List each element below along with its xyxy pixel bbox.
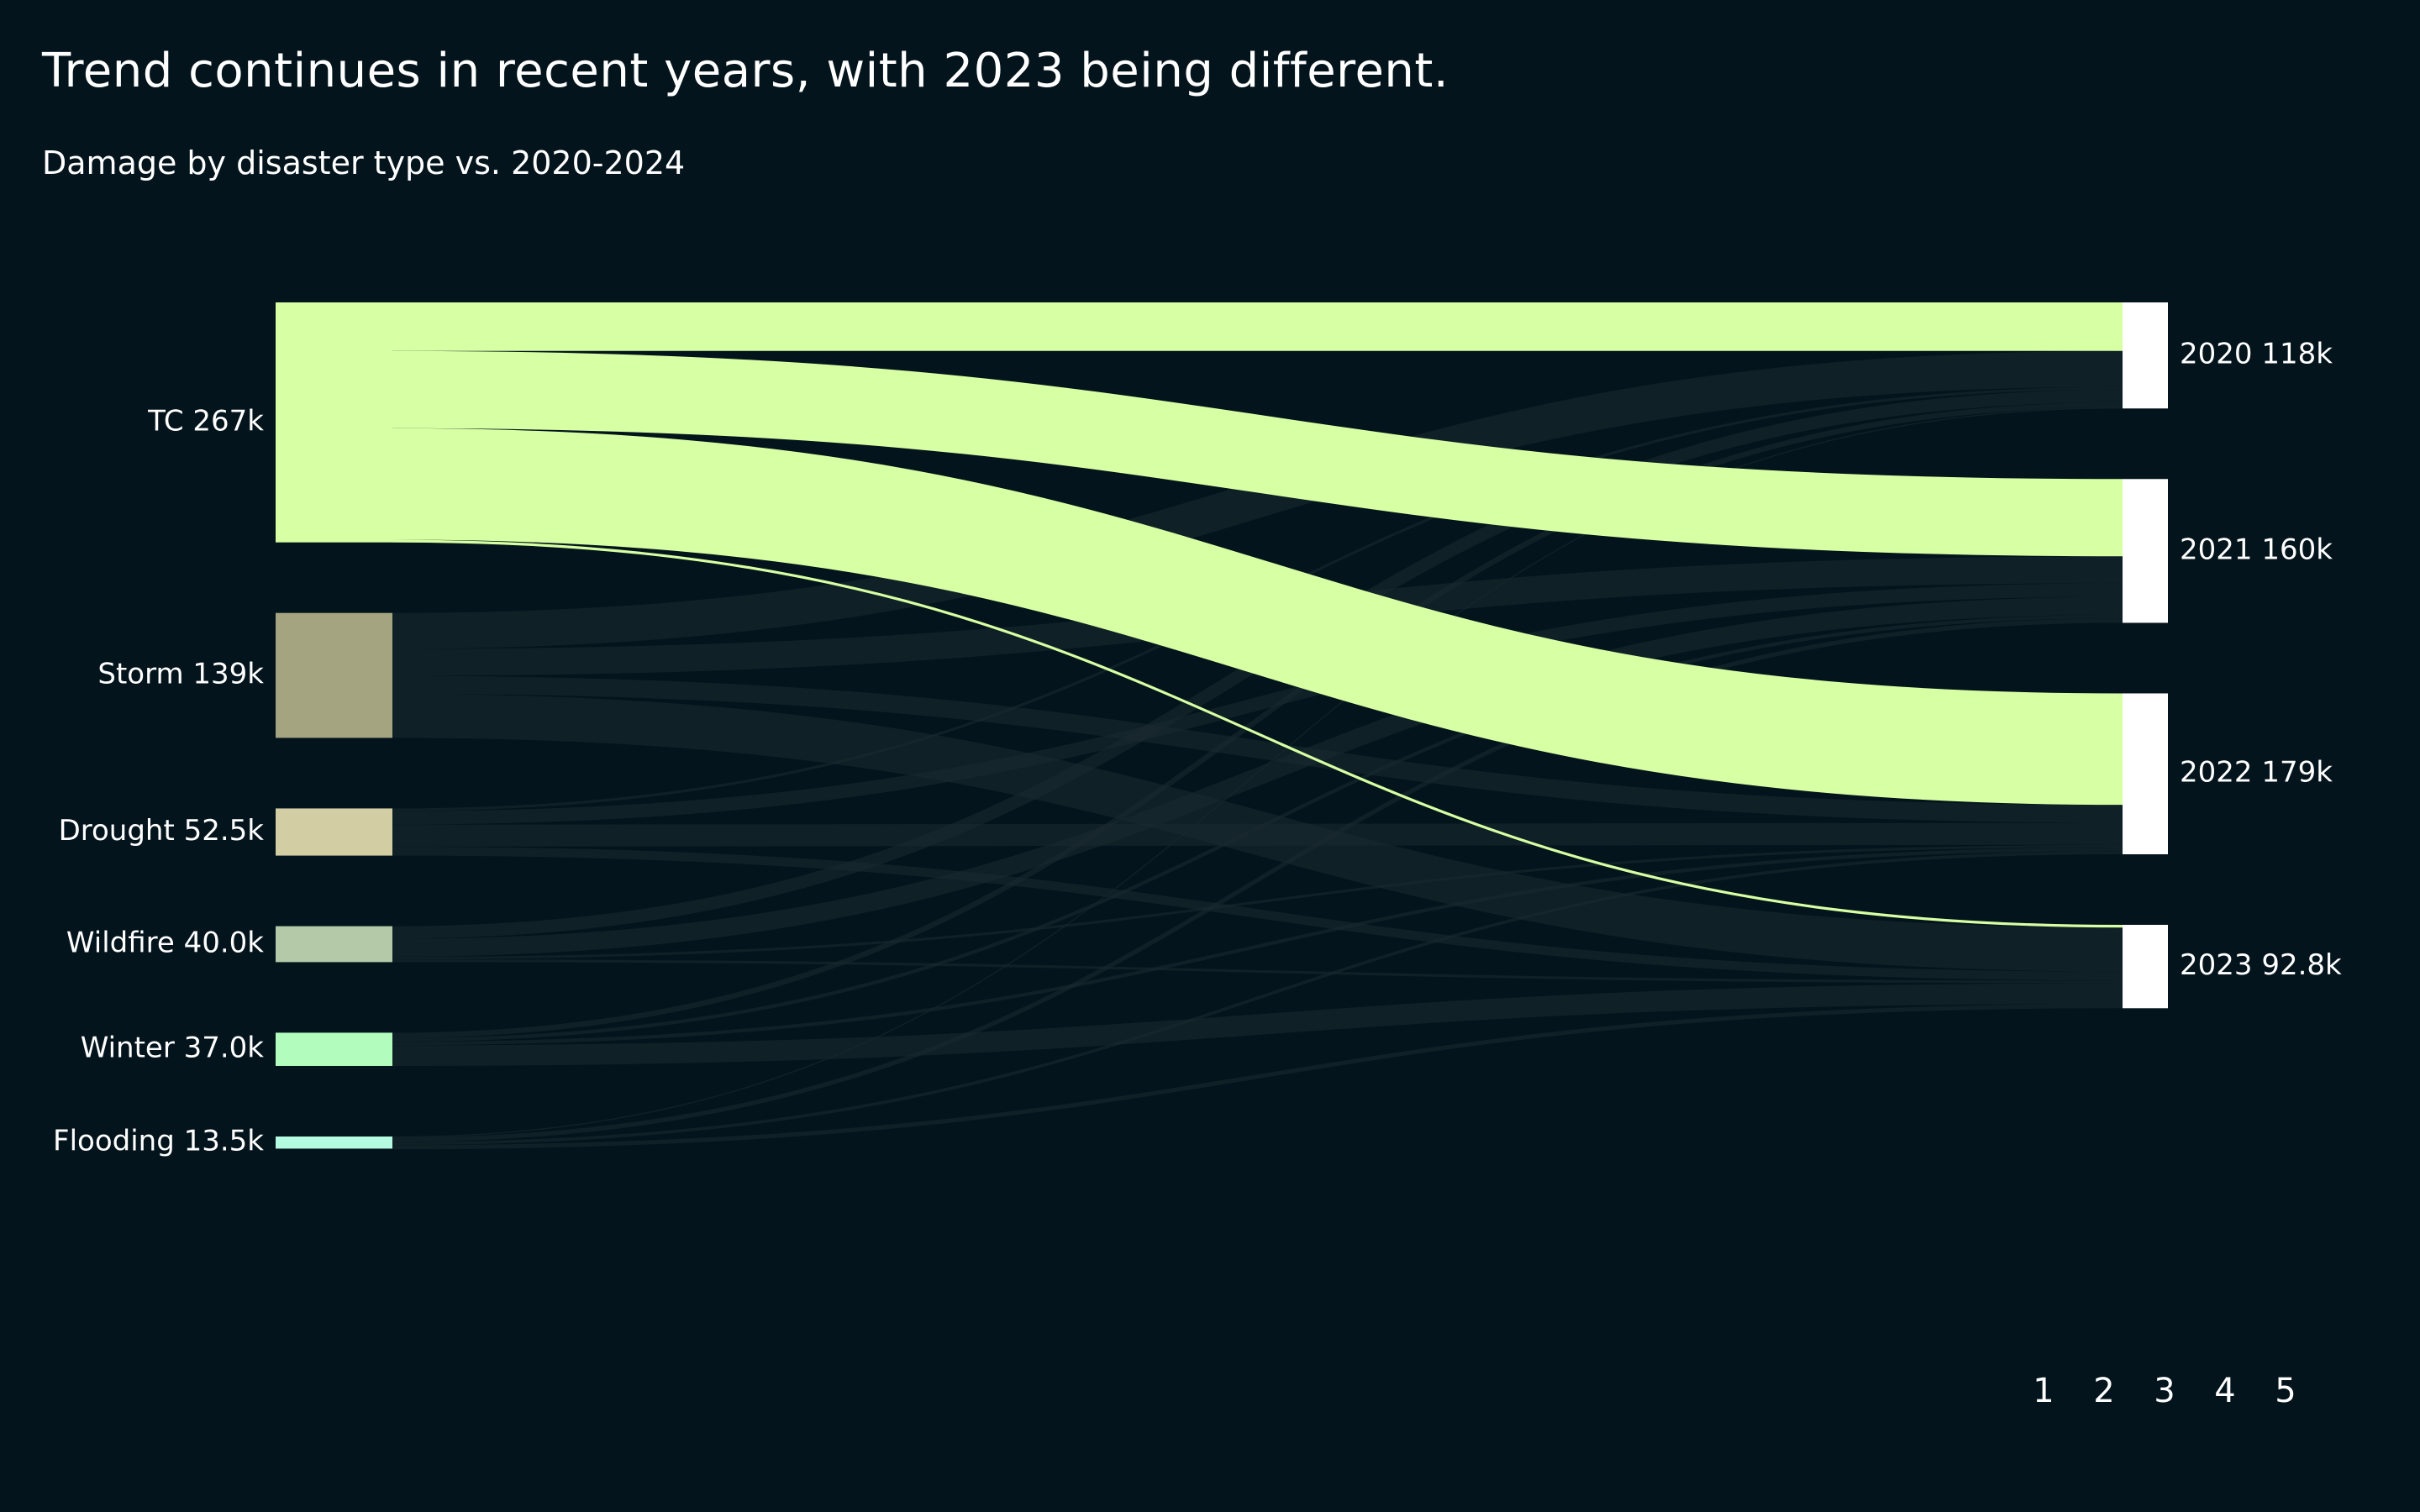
link-winter-2021	[392, 614, 2123, 1042]
node-label-storm: Storm 139k	[97, 658, 264, 691]
node-label-drought: Drought 52.5k	[59, 814, 265, 848]
link-flooding-2022	[392, 851, 2123, 1146]
node-label-tc: TC 267k	[147, 404, 264, 438]
page-button-3[interactable]: 3	[2154, 1372, 2175, 1410]
link-wildfire-2023	[392, 959, 2123, 984]
node-label-wildfire: Wildfire 40.0k	[66, 926, 264, 959]
link-winter-2023	[392, 983, 2123, 1066]
node-label-2022: 2022 179k	[2180, 756, 2333, 790]
pagination: 1 2 3 4 5	[2013, 1369, 2316, 1413]
page-button-5[interactable]: 5	[2275, 1372, 2296, 1410]
node-tc	[276, 302, 392, 543]
page-button-1[interactable]: 1	[2033, 1372, 2054, 1410]
node-2020	[2123, 302, 2168, 409]
node-label-2021: 2021 160k	[2180, 533, 2333, 566]
link-drought-2021	[392, 583, 2123, 825]
link-storm-2020	[392, 350, 2123, 649]
node-storm	[276, 612, 392, 738]
node-label-flooding: Flooding 13.5k	[53, 1125, 264, 1158]
link-wildfire-2022	[392, 844, 2123, 960]
links-dim-layer	[392, 350, 2123, 1150]
labels-layer: TC 267k Storm 139k Drought 52.5k Wildfire 4…	[53, 338, 2342, 1158]
page-button-4[interactable]: 4	[2214, 1372, 2236, 1410]
link-flooding-2021	[392, 618, 2123, 1142]
node-drought	[276, 808, 392, 856]
node-2022	[2123, 693, 2168, 854]
chart-title: Trend continues in recent years, with 20…	[42, 44, 1449, 98]
node-flooding	[276, 1136, 392, 1149]
node-2021	[2123, 479, 2168, 623]
page-button-2[interactable]: 2	[2093, 1372, 2115, 1410]
link-tc-2022	[392, 428, 2123, 806]
link-drought-2023	[392, 846, 2123, 981]
link-flooding-2023	[392, 1004, 2123, 1150]
node-label-winter: Winter 37.0k	[81, 1032, 265, 1065]
link-tc-2021	[392, 350, 2123, 557]
link-flooding-2020	[392, 407, 2123, 1138]
links-highlight-layer	[392, 302, 2123, 928]
link-wildfire-2021	[392, 596, 2123, 957]
node-label-2020: 2020 118k	[2180, 338, 2333, 371]
node-2023	[2123, 924, 2168, 1009]
nodes-layer	[276, 302, 2168, 1149]
node-label-2023: 2023 92.8k	[2180, 948, 2342, 982]
link-winter-2022	[392, 847, 2123, 1046]
chart-subtitle: Damage by disaster type vs. 2020-2024	[42, 144, 686, 181]
link-storm-2022	[392, 675, 2123, 823]
node-wildfire	[276, 926, 392, 963]
link-drought-2022	[392, 822, 2123, 847]
link-winter-2020	[392, 402, 2123, 1038]
link-tc-2023	[392, 539, 2123, 928]
node-winter	[276, 1032, 392, 1066]
